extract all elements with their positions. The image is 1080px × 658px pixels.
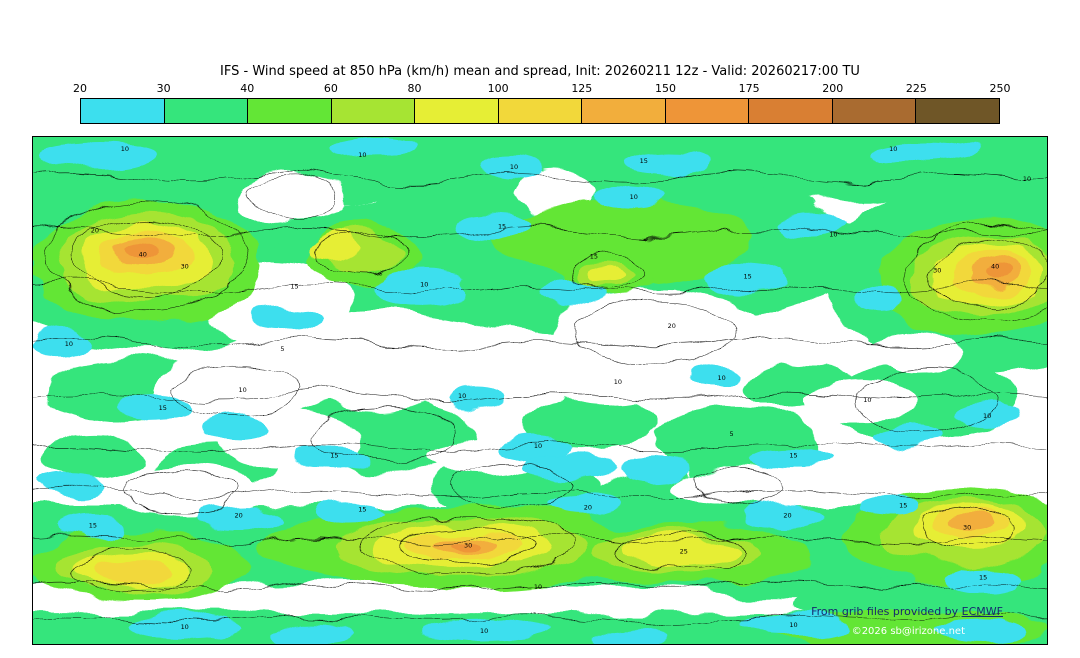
colorbar-segment	[915, 99, 1000, 123]
contour-label: 15	[498, 223, 506, 231]
colorbar-tick-label: 125	[571, 82, 593, 95]
colorbar-segment	[748, 99, 832, 123]
contour-label: 10	[534, 583, 542, 591]
colorbar-tick-label: 250	[989, 82, 1011, 95]
contour-label: 30	[933, 266, 941, 274]
copyright: ©2026 sb@irizone.net	[851, 626, 965, 637]
contour-label: 5	[280, 345, 284, 353]
colorbar-segment	[247, 99, 331, 123]
colorbar-tick-label: 200	[822, 82, 844, 95]
contour-label: 10	[630, 193, 638, 201]
contour-label: 10	[358, 151, 366, 159]
contour-label: 15	[899, 502, 907, 510]
colorbar-segment	[81, 99, 164, 123]
contour-label: 10	[789, 621, 797, 629]
contour-label: 20	[234, 512, 242, 520]
contour-label: 15	[640, 157, 648, 165]
spread-contour-lines	[33, 172, 1047, 623]
filled-contours	[33, 137, 1047, 644]
contour-label: 40	[139, 251, 147, 259]
contour-label: 10	[863, 396, 871, 404]
contour-label: 10	[181, 623, 189, 631]
colorbar-tick-label: 150	[654, 82, 676, 95]
contour-label: 20	[584, 504, 592, 512]
contour-label: 40	[991, 262, 999, 270]
contour-label: 30	[464, 541, 472, 549]
contour-label: 10	[510, 163, 518, 171]
ecmwf-link[interactable]: ECMWF	[961, 605, 1003, 618]
contour-label: 10	[121, 145, 129, 153]
contour-label: 20	[783, 512, 791, 520]
contour-label: 10	[480, 627, 488, 635]
contour-label: 15	[290, 282, 298, 290]
contour-label: 10	[65, 340, 73, 348]
contour-label: 20	[668, 322, 676, 330]
contour-label: 10	[534, 442, 542, 450]
colorbar-segment	[414, 99, 498, 123]
contour-label: 15	[789, 452, 797, 460]
contour-label: 15	[743, 272, 751, 280]
colorbar-segment	[497, 99, 582, 123]
contour-label: 10	[238, 386, 246, 394]
contour-label: 15	[590, 253, 598, 261]
contour-label: 30	[181, 262, 189, 270]
colorbar-segment	[163, 99, 248, 123]
wind-map: 10 10 15 10 10 20 30 40 15 10 15 15 20 15 10 30 40 10 10 15…	[32, 136, 1048, 645]
wind-map-svg: 10 10 15 10 10 20 30 40 15 10 15 15 20 15 10 30 40 10 10 15…	[33, 137, 1047, 644]
contour-label: 20	[91, 227, 99, 235]
colorbar-segment	[330, 99, 415, 123]
colorbar-segment	[581, 99, 665, 123]
contour-label: 15	[159, 404, 167, 412]
contour-label: 10	[1023, 175, 1031, 183]
contour-label: 15	[89, 521, 97, 529]
contour-label: 10	[829, 231, 837, 239]
contour-label: 10	[718, 374, 726, 382]
contour-labels: 10 10 15 10 10 20 30 40 15 10 15 15 20 15 10 30 40 10 10 15…	[65, 145, 1031, 635]
colorbar-tick-label: 30	[156, 82, 171, 95]
colorbar-tick-label: 80	[407, 82, 422, 95]
colorbar-tick-label: 100	[487, 82, 509, 95]
colorbar-tick-label: 225	[905, 82, 927, 95]
colorbar-segments	[80, 98, 1000, 124]
contour-label: 10	[614, 378, 622, 386]
contour-label: 15	[979, 573, 987, 581]
contour-label: 10	[420, 280, 428, 288]
colorbar-segment	[831, 99, 916, 123]
colorbar-ticks: 20 30 40 60 80 100 125 150 175 200 225 250	[73, 82, 1011, 95]
colorbar-tick-label: 175	[738, 82, 760, 95]
contour-label: 25	[680, 547, 688, 555]
contour-label: 30	[963, 523, 971, 531]
colorbar-tick-label: 60	[323, 82, 338, 95]
colorbar-tick-label: 20	[73, 82, 87, 95]
contour-label: 10	[889, 145, 897, 153]
contour-label: 10	[458, 392, 466, 400]
contour-label: 15	[330, 452, 338, 460]
contour-label: 15	[358, 506, 366, 514]
attribution: From grib files provided by ECMWF	[811, 605, 1003, 618]
contour-label: 10	[983, 412, 991, 420]
contour-label: 5	[730, 430, 734, 438]
colorbar-tick-label: 40	[240, 82, 255, 95]
attribution-text: From grib files provided by	[811, 605, 962, 618]
colorbar-segment	[664, 99, 749, 123]
chart-title: IFS - Wind speed at 850 hPa (km/h) mean …	[220, 64, 860, 79]
